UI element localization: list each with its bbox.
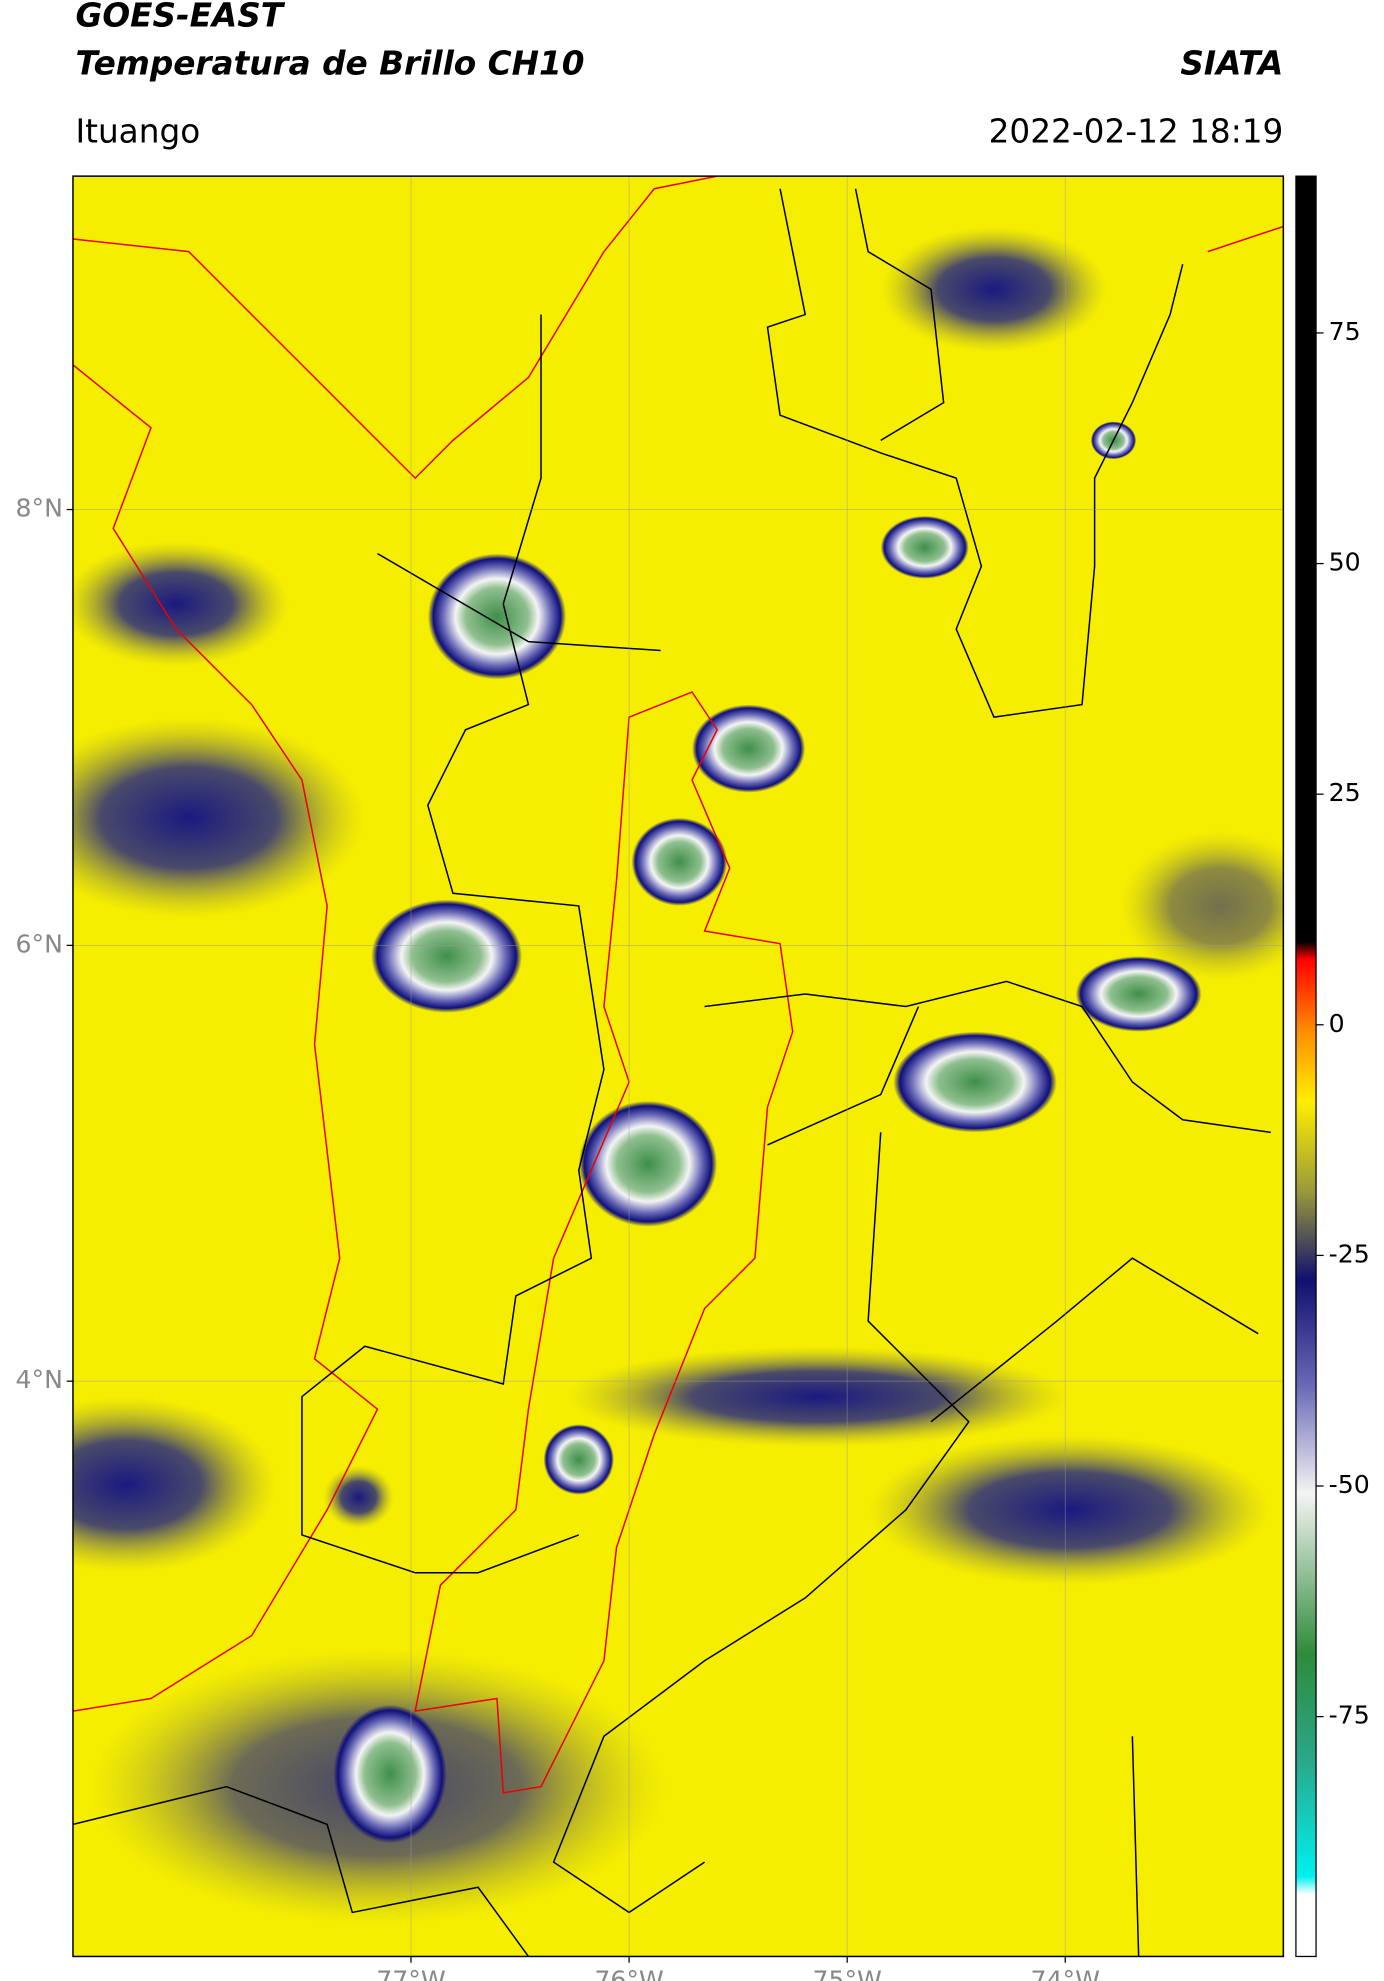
cloud — [72, 1396, 277, 1573]
region-border — [414, 691, 794, 1794]
colorbar-tick-label: -25 — [1329, 1239, 1370, 1268]
storm-cell — [371, 899, 523, 1013]
lon-tick-label: 75°W — [812, 1966, 882, 1981]
datetime: 2022-02-12 18:19 — [989, 112, 1284, 150]
colorbar — [1295, 175, 1317, 1958]
storm-cell — [692, 704, 806, 793]
storm-cell — [1075, 956, 1202, 1032]
storm-cell — [427, 553, 567, 680]
cloud — [868, 1434, 1271, 1586]
storm-cell — [333, 1704, 447, 1844]
storm-cell — [543, 1424, 614, 1495]
lat-tick-label: 8°N — [16, 494, 63, 523]
coastline — [72, 176, 1284, 1712]
location: Ituango — [75, 112, 200, 150]
colorbar-tick-label: 50 — [1329, 548, 1361, 577]
storm-cell — [893, 1031, 1057, 1133]
department-borders — [72, 188, 1271, 1957]
brand: SIATA — [1180, 44, 1283, 82]
storm-cell — [578, 1100, 718, 1227]
cloud — [880, 226, 1108, 353]
storm-cell — [631, 817, 728, 906]
graticule — [66, 176, 1284, 1963]
storm-cell — [880, 515, 969, 579]
title: GOES-EAST — [75, 0, 285, 35]
colorbar-tick-label: -50 — [1329, 1470, 1370, 1499]
lon-tick-label: 74°W — [1031, 1966, 1101, 1981]
lon-tick-label: 76°W — [594, 1966, 664, 1981]
colorbar-tick-label: 0 — [1329, 1009, 1345, 1038]
map-frame — [72, 175, 1285, 1958]
colorbar-tick-label: -75 — [1329, 1701, 1370, 1730]
cloud — [566, 1346, 1070, 1447]
cloud — [72, 541, 290, 667]
cloud — [1119, 830, 1284, 982]
lon-tick-label: 77°W — [376, 1966, 446, 1981]
subtitle: Temperatura de Brillo CH10 — [75, 44, 584, 82]
colorbar-tick-label: 25 — [1329, 778, 1361, 807]
lat-tick-label: 6°N — [16, 929, 63, 958]
map-image — [72, 176, 1284, 1957]
lat-tick-label: 4°N — [16, 1365, 63, 1394]
colorbar-tick-label: 75 — [1329, 317, 1361, 346]
cloud — [72, 717, 365, 919]
